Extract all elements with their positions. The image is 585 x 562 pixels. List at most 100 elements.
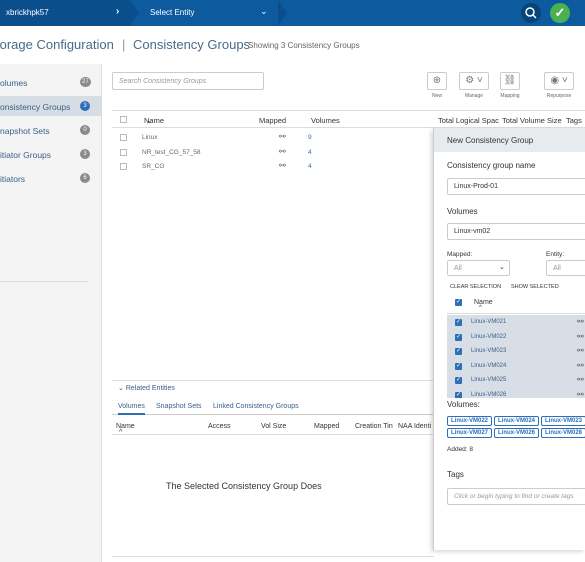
- group-name-input[interactable]: Linux-Prod-01: [447, 178, 585, 195]
- status-check-button[interactable]: ✓: [550, 3, 570, 23]
- column-header-naa-identifier[interactable]: NAA Identi: [398, 423, 432, 430]
- top-bar: xbrickhpk57 › Select Entity ⌄ ✓: [0, 0, 585, 26]
- column-header-vol-size[interactable]: Vol Size: [261, 423, 287, 430]
- mapped-label: Mapped:: [447, 251, 473, 258]
- row-checkbox[interactable]: [120, 149, 127, 156]
- volume-chip[interactable]: Linux-VM022: [447, 416, 493, 426]
- sort-up-icon[interactable]: ^: [119, 429, 123, 436]
- list-item[interactable]: ✓ Linux-VM022 ⚯: [447, 329, 585, 344]
- search-button[interactable]: [521, 3, 541, 23]
- select-entity-dropdown[interactable]: Select Entity: [150, 8, 195, 17]
- column-header-tags[interactable]: Tags: [566, 116, 582, 125]
- show-selected-button[interactable]: SHOW SELECTED: [511, 284, 559, 290]
- new-label: New: [431, 93, 442, 99]
- item-checkbox[interactable]: ✓: [455, 391, 462, 398]
- list-item[interactable]: ✓ Linux-VM024 ⚯: [447, 358, 585, 373]
- sort-up-icon[interactable]: ^: [479, 305, 482, 311]
- manage-button[interactable]: ⚙ ˅ Manage: [458, 72, 490, 99]
- mapping-button[interactable]: ⛓ Mapping: [498, 72, 522, 99]
- list-item[interactable]: ✓ Linux-VM021 ⚯: [447, 315, 585, 330]
- column-header-total-logical-space[interactable]: Total Logical Spac: [438, 116, 499, 125]
- select-all-checkbox[interactable]: ✓: [455, 299, 462, 306]
- select-all-checkbox[interactable]: [120, 116, 127, 123]
- system-name: xbrickhpk57: [6, 8, 49, 17]
- repurpose-label: Repurpose: [546, 93, 572, 99]
- column-header-volumes[interactable]: Volumes: [311, 116, 340, 125]
- item-checkbox[interactable]: ✓: [455, 377, 462, 384]
- sidebar-divider: [0, 281, 88, 282]
- volume-chip[interactable]: Linux-VM026: [494, 428, 540, 438]
- showing-count: Showing 3 Consistency Groups: [248, 41, 360, 50]
- divider: [112, 556, 434, 557]
- sidebar-item-volumes[interactable]: olumes 27: [0, 72, 101, 92]
- list-item[interactable]: ✓ Linux-VM023 ⚯: [447, 344, 585, 359]
- entity-select[interactable]: All: [546, 260, 585, 276]
- related-entities-toggle[interactable]: ⌄ Related Entities: [118, 385, 175, 392]
- row-checkbox[interactable]: [120, 134, 127, 141]
- item-checkbox[interactable]: ✓: [455, 333, 462, 341]
- manage-label: Manage: [464, 93, 484, 99]
- row-volumes[interactable]: 4: [308, 149, 312, 156]
- system-breadcrumb[interactable]: xbrickhpk57 ›: [0, 0, 130, 26]
- repurpose-button[interactable]: ◉ ˅ Repurpose: [542, 72, 576, 99]
- table-row[interactable]: Linux ⚯ 9: [112, 131, 432, 145]
- list-item[interactable]: ✓ Linux-VM026 ⚯: [447, 387, 585, 398]
- sidebar-item-snapshot-sets[interactable]: napshot Sets 0: [0, 120, 101, 140]
- page-subtitle-entity: Consistency Groups: [133, 37, 251, 52]
- list-item[interactable]: ✓ Linux-VM025 ⚯: [447, 373, 585, 388]
- item-checkbox[interactable]: ✓: [455, 348, 462, 355]
- column-header-name[interactable]: Name: [474, 299, 493, 306]
- sidebar-item-initiator-groups[interactable]: itiator Groups 3: [0, 144, 101, 164]
- column-header-total-volume-size[interactable]: Total Volume Size: [502, 116, 562, 125]
- empty-message: The Selected Consistency Group Does: [166, 481, 322, 491]
- row-volumes[interactable]: 9: [308, 134, 312, 141]
- column-header-creation-time[interactable]: Creation Tin: [355, 423, 393, 430]
- volume-chip[interactable]: Linux-VM024: [494, 416, 540, 426]
- link-icon: ⚯: [577, 360, 584, 370]
- column-header-name[interactable]: Name: [144, 116, 165, 125]
- tags-input[interactable]: Click or begin typing to find or create …: [447, 488, 585, 505]
- tab-snapshot-sets[interactable]: Snapshot Sets: [156, 403, 202, 410]
- sidebar-item-label: itiators: [0, 174, 26, 184]
- search-icon: [525, 7, 537, 19]
- volumes-label: Volumes: [447, 207, 478, 216]
- column-header-access[interactable]: Access: [208, 423, 231, 430]
- volume-chip[interactable]: Linux-VM023: [541, 416, 585, 426]
- column-header-name[interactable]: Name: [116, 423, 135, 430]
- row-volumes[interactable]: 4: [308, 163, 312, 170]
- tab-linked-consistency-groups[interactable]: Linked Consistency Groups: [213, 403, 299, 410]
- link-icon: ⚯: [279, 147, 286, 156]
- grid-header: Name ^ Mapped Volumes Total Logical Spac…: [112, 110, 585, 128]
- selected-volumes-label: Volumes:: [447, 400, 480, 409]
- mapped-value: All: [454, 265, 462, 272]
- column-header-mapped[interactable]: Mapped: [259, 116, 287, 125]
- related-grid-header: Name ^ Access Vol Size Mapped Creation T…: [112, 421, 434, 436]
- sort-up-icon[interactable]: ^: [147, 121, 151, 128]
- mapped-select[interactable]: All ⌄: [447, 260, 510, 276]
- item-checkbox[interactable]: ✓: [455, 319, 462, 326]
- volume-chip[interactable]: Linux-VM027: [447, 428, 493, 438]
- search-input[interactable]: Search Consistency Groups: [112, 72, 264, 90]
- mapping-label: Mapping: [500, 93, 520, 99]
- item-name: Linux-VM023: [471, 348, 507, 354]
- sidebar-item-label: napshot Sets: [0, 126, 50, 136]
- table-row[interactable]: SR_CG ⚯ 4: [112, 160, 432, 174]
- table-row[interactable]: NR_test_CG_57_58 ⚯ 4: [112, 146, 432, 160]
- gear-icon: ⚙ ˅: [459, 72, 489, 90]
- clear-selection-button[interactable]: CLEAR SELECTION: [450, 284, 502, 290]
- chevron-right-icon: ›: [116, 6, 120, 17]
- sidebar-item-consistency-groups[interactable]: onsistency Groups 3: [0, 96, 101, 116]
- volume-chip[interactable]: Linux-VM028: [541, 428, 585, 438]
- link-icon: ⚯: [577, 375, 584, 384]
- column-header-mapped[interactable]: Mapped: [314, 423, 340, 430]
- volumes-filter-input[interactable]: Linux-vm02: [447, 223, 585, 240]
- chevron-down-icon[interactable]: ⌄: [260, 6, 268, 16]
- item-checkbox[interactable]: ✓: [455, 362, 462, 370]
- plus-circle-icon: ⊕: [427, 72, 447, 90]
- tab-volumes[interactable]: Volumes: [118, 403, 145, 415]
- row-checkbox[interactable]: [120, 163, 127, 170]
- new-button[interactable]: ⊕ New: [425, 72, 449, 99]
- volume-list: ✓ Name ^ ✓ Linux-VM021 ⚯ ✓ Linux-VM022 ⚯…: [447, 294, 585, 398]
- sidebar-item-initiators[interactable]: itiators 6: [0, 168, 101, 188]
- sidebar-item-label: itiator Groups: [0, 150, 52, 160]
